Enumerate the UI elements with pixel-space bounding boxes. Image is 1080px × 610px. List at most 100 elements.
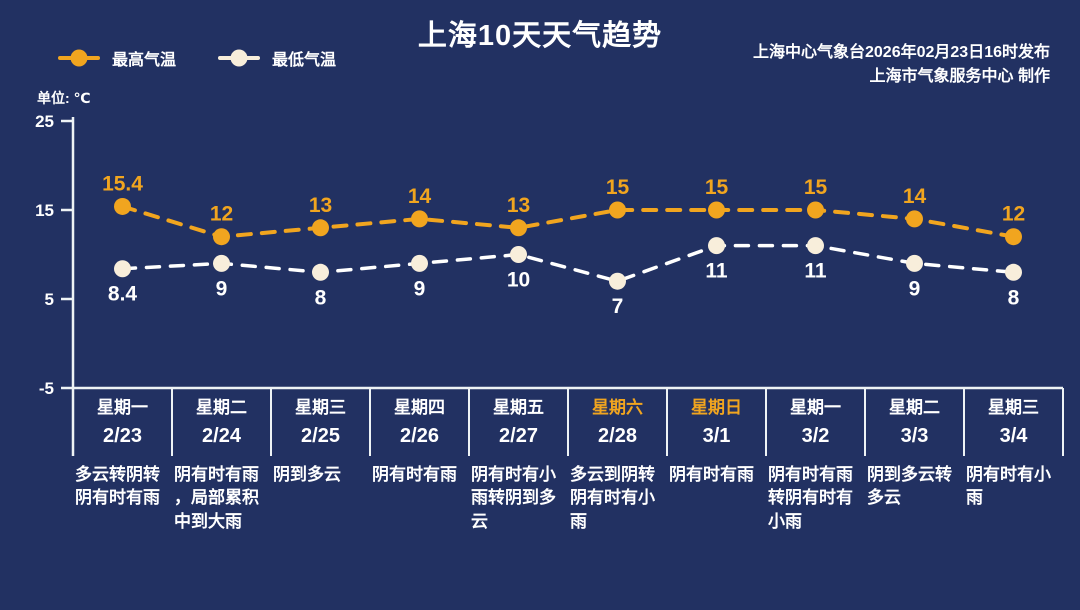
data-point-marker <box>213 228 230 246</box>
weekday-label: 星期二 <box>196 398 247 417</box>
legend-item-high-temp: 最高气温 <box>58 46 176 70</box>
day-column: 星期六 2/28 多云到阴转阴有时有小雨 <box>568 398 667 533</box>
data-point-marker <box>510 246 527 263</box>
data-point-marker <box>213 254 230 272</box>
data-point-marker <box>609 201 626 219</box>
day-column: 星期三 3/4 阴有时有小雨 <box>964 398 1063 533</box>
weekday-label: 星期五 <box>493 398 544 417</box>
day-column: 星期日 3/1 阴有时有雨 <box>667 398 766 533</box>
data-point-marker <box>609 272 626 290</box>
data-point-marker <box>114 197 131 215</box>
y-tick-label: 5 <box>45 290 54 309</box>
weather-text: 阴有时有雨 <box>372 465 457 484</box>
data-point-label: 7 <box>612 295 624 318</box>
day-column: 星期四 2/26 阴有时有雨 <box>370 398 469 533</box>
issuer-credits: 上海中心气象台2026年02月23日16时发布 上海市气象服务中心 制作 <box>753 41 1050 89</box>
legend-label-low: 最低气温 <box>272 52 337 69</box>
data-point-marker <box>1005 263 1022 281</box>
weekday-label: 星期四 <box>394 398 445 417</box>
date-label: 2/28 <box>598 425 637 447</box>
data-point-label: 11 <box>804 260 827 283</box>
weekday-label: 星期一 <box>97 398 148 417</box>
data-point-marker <box>807 201 824 219</box>
y-tick-label: -5 <box>39 379 54 398</box>
issue-time-text: 上海中心气象台2026年02月23日16时发布 <box>753 44 1050 61</box>
data-point-label: 14 <box>903 185 927 208</box>
data-point-label: 15.4 <box>102 172 143 195</box>
date-label: 2/23 <box>103 425 142 447</box>
data-point-marker <box>510 219 527 237</box>
day-column: 星期二 3/3 阴到多云转多云 <box>865 398 964 533</box>
producer-text: 上海市气象服务中心 制作 <box>869 68 1050 85</box>
day-columns: 星期一 2/23 多云转阴转阴有时有雨 星期二 2/24 阴有时有雨，局部累积中到大雨 星期… <box>73 398 1063 533</box>
date-label: 3/3 <box>900 425 929 447</box>
day-column: 星期一 3/2 阴有时有雨转阴有时有小雨 <box>766 398 865 533</box>
data-point-label: 8 <box>1008 286 1020 309</box>
day-column: 星期三 2/25 阴到多云 <box>271 398 370 533</box>
data-point-label: 8.4 <box>108 283 138 306</box>
day-column: 星期五 2/27 阴有时有小雨转阴到多云 <box>469 398 568 533</box>
unit-label: 单位: ℃ <box>37 90 91 106</box>
data-point-label: 11 <box>705 260 728 283</box>
date-label: 2/24 <box>202 425 241 447</box>
temp-line-low <box>120 243 1016 284</box>
page-title: 上海10天天气趋势 <box>417 20 663 52</box>
day-column: 星期一 2/23 多云转阴转阴有时有雨 <box>73 398 172 533</box>
data-point-marker <box>411 254 428 272</box>
weekday-label: 星期日 <box>691 398 742 417</box>
data-point-label: 12 <box>1002 203 1025 226</box>
data-point-label: 15 <box>804 176 828 199</box>
low-temp-line-icon <box>218 49 261 67</box>
data-point-marker <box>708 201 725 219</box>
high-temp-dot-icon <box>70 49 88 67</box>
data-point-label: 15 <box>705 176 729 199</box>
data-point-label: 9 <box>414 277 426 300</box>
weather-text: 多云到阴转阴有时有小雨 <box>570 465 655 531</box>
weekday-label: 星期一 <box>790 398 841 417</box>
data-point-marker <box>807 237 824 255</box>
data-point-marker <box>312 263 329 281</box>
high-temp-line-icon <box>58 49 100 67</box>
y-tick-label: 25 <box>35 112 54 131</box>
data-point-label: 13 <box>309 194 332 217</box>
data-point-label: 15 <box>606 176 630 199</box>
data-point-marker <box>411 210 428 228</box>
weather-text: 阴到多云 <box>273 465 341 484</box>
weather-text: 阴到多云转多云 <box>867 465 952 508</box>
weekday-label: 星期二 <box>889 398 940 417</box>
weekday-label: 星期六 <box>592 398 643 417</box>
data-point-label: 10 <box>507 269 530 292</box>
date-label: 2/27 <box>499 425 538 447</box>
data-point-label: 9 <box>909 277 921 300</box>
data-point-label: 14 <box>408 185 432 208</box>
data-point-label: 8 <box>315 286 327 309</box>
date-label: 3/1 <box>702 425 731 447</box>
legend-label-high: 最高气温 <box>112 52 177 69</box>
date-label: 3/2 <box>801 425 830 447</box>
weather-text: 阴有时有小雨 <box>966 465 1051 508</box>
low-temp-dot-icon <box>230 49 248 67</box>
data-point-marker <box>708 237 725 255</box>
data-point-marker <box>114 260 131 278</box>
data-point-marker <box>312 219 329 237</box>
date-label: 2/25 <box>301 425 340 447</box>
weekday-label: 星期三 <box>295 398 346 417</box>
legend-item-low-temp: 最低气温 <box>218 46 336 70</box>
y-tick-label: 15 <box>35 201 54 220</box>
weather-text: 阴有时有小雨转阴到多云 <box>471 465 556 531</box>
data-point-marker <box>906 210 923 228</box>
date-label: 2/26 <box>400 425 439 447</box>
date-label: 3/4 <box>999 425 1028 447</box>
data-point-label: 12 <box>210 203 233 226</box>
data-point-label: 9 <box>216 277 228 300</box>
weather-text: 阴有时有雨，局部累积中到大雨 <box>174 465 259 531</box>
data-point-marker <box>1005 228 1022 246</box>
chart-legend: 最高气温 最低气温 <box>58 46 336 70</box>
data-point-label: 13 <box>507 194 530 217</box>
day-column: 星期二 2/24 阴有时有雨，局部累积中到大雨 <box>172 398 271 533</box>
weather-text: 多云转阴转阴有时有雨 <box>75 465 160 508</box>
weather-text: 阴有时有雨 <box>669 465 754 484</box>
weather-text: 阴有时有雨转阴有时有小雨 <box>768 465 853 531</box>
